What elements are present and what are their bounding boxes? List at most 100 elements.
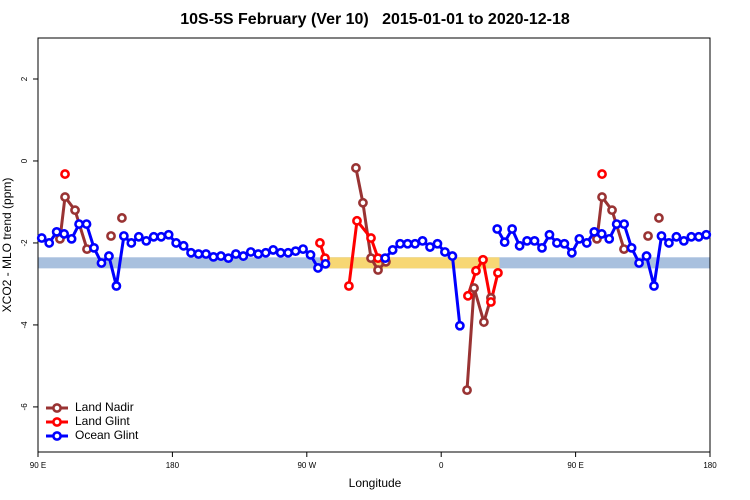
data-point	[641, 251, 652, 261]
x-tick-label: 90 E	[567, 461, 583, 470]
y-tick-label: -2	[20, 239, 29, 247]
data-point	[544, 229, 555, 240]
data-point	[463, 290, 473, 301]
data-point	[106, 231, 116, 241]
data-point	[268, 245, 279, 255]
data-point	[315, 238, 325, 248]
data-point	[499, 237, 510, 248]
data-point	[59, 229, 70, 239]
data-point	[574, 233, 585, 244]
data-point	[559, 238, 570, 249]
data-point	[245, 247, 256, 257]
data-point	[493, 267, 503, 278]
data-point	[163, 229, 174, 240]
legend-label: Land Nadir	[75, 400, 134, 414]
data-point	[60, 169, 70, 179]
data-point	[118, 231, 129, 241]
data-point	[351, 163, 361, 173]
data-point	[479, 317, 489, 327]
data-point	[589, 226, 600, 237]
data-point	[643, 231, 653, 241]
data-point	[313, 263, 323, 273]
data-point	[395, 238, 406, 249]
data-point	[358, 197, 368, 208]
data-point	[522, 236, 532, 246]
data-point	[66, 233, 77, 244]
data-point	[283, 247, 294, 258]
data-point	[60, 192, 70, 202]
data-point	[96, 258, 107, 268]
y-tick-label: -4	[20, 321, 29, 329]
x-tick-label: 0	[439, 461, 444, 470]
data-point	[171, 238, 182, 248]
data-point	[216, 251, 226, 261]
data-point	[373, 265, 383, 275]
data-point	[656, 231, 667, 241]
data-point	[596, 229, 607, 239]
data-point	[44, 238, 55, 248]
data-point	[462, 385, 472, 396]
data-point	[611, 219, 622, 229]
data-point	[126, 238, 137, 248]
data-point	[478, 254, 488, 265]
legend-label: Land Glint	[75, 414, 130, 428]
data-point	[193, 249, 204, 259]
data-point	[352, 215, 362, 226]
data-point	[290, 246, 301, 257]
data-point	[649, 281, 659, 291]
data-point	[693, 231, 704, 242]
data-point	[492, 224, 503, 234]
data-point	[566, 247, 577, 258]
data-point	[619, 244, 629, 254]
data-point	[425, 242, 435, 252]
data-point	[148, 231, 159, 242]
data-point	[654, 213, 664, 223]
data-point	[507, 224, 518, 234]
x-tick-label: 90 E	[30, 461, 46, 470]
data-point	[156, 231, 167, 242]
data-point	[117, 213, 127, 223]
data-point	[366, 233, 376, 243]
data-point	[671, 231, 682, 242]
data-point	[469, 283, 479, 293]
data-point	[597, 192, 607, 202]
data-point	[275, 247, 286, 258]
data-point	[111, 281, 122, 291]
data-point	[208, 251, 219, 262]
data-point	[402, 238, 413, 249]
data-point	[253, 249, 264, 259]
data-point	[686, 231, 697, 242]
y-tick-label: -6	[20, 403, 29, 411]
legend-marker	[52, 403, 62, 413]
data-point	[305, 249, 316, 260]
data-point	[664, 238, 674, 248]
data-point	[133, 231, 144, 242]
data-point	[51, 226, 62, 237]
x-tick-label: 180	[166, 461, 180, 470]
data-point	[417, 236, 428, 246]
data-point	[320, 258, 331, 269]
x-tick-label: 90 W	[297, 461, 316, 470]
data-point	[70, 205, 80, 216]
data-point	[607, 205, 617, 216]
data-point	[514, 240, 525, 251]
data-point	[634, 258, 644, 268]
chart-title: 10S-5S February (Ver 10) 2015-01-01 to 2…	[180, 11, 570, 28]
x-tick-label: 180	[703, 461, 717, 470]
data-point	[581, 238, 592, 248]
x-axis-label: Longitude	[349, 476, 402, 490]
y-tick-label: 2	[20, 76, 29, 81]
data-point	[387, 245, 398, 255]
data-point	[432, 238, 443, 249]
data-point	[104, 251, 114, 261]
data-point	[486, 297, 496, 307]
data-point	[626, 242, 637, 253]
data-point	[344, 281, 354, 291]
data-point	[230, 249, 241, 259]
data-point	[701, 229, 712, 240]
data-point	[471, 265, 481, 276]
data-point	[223, 253, 234, 264]
data-point	[537, 242, 547, 253]
data-point	[678, 236, 689, 246]
